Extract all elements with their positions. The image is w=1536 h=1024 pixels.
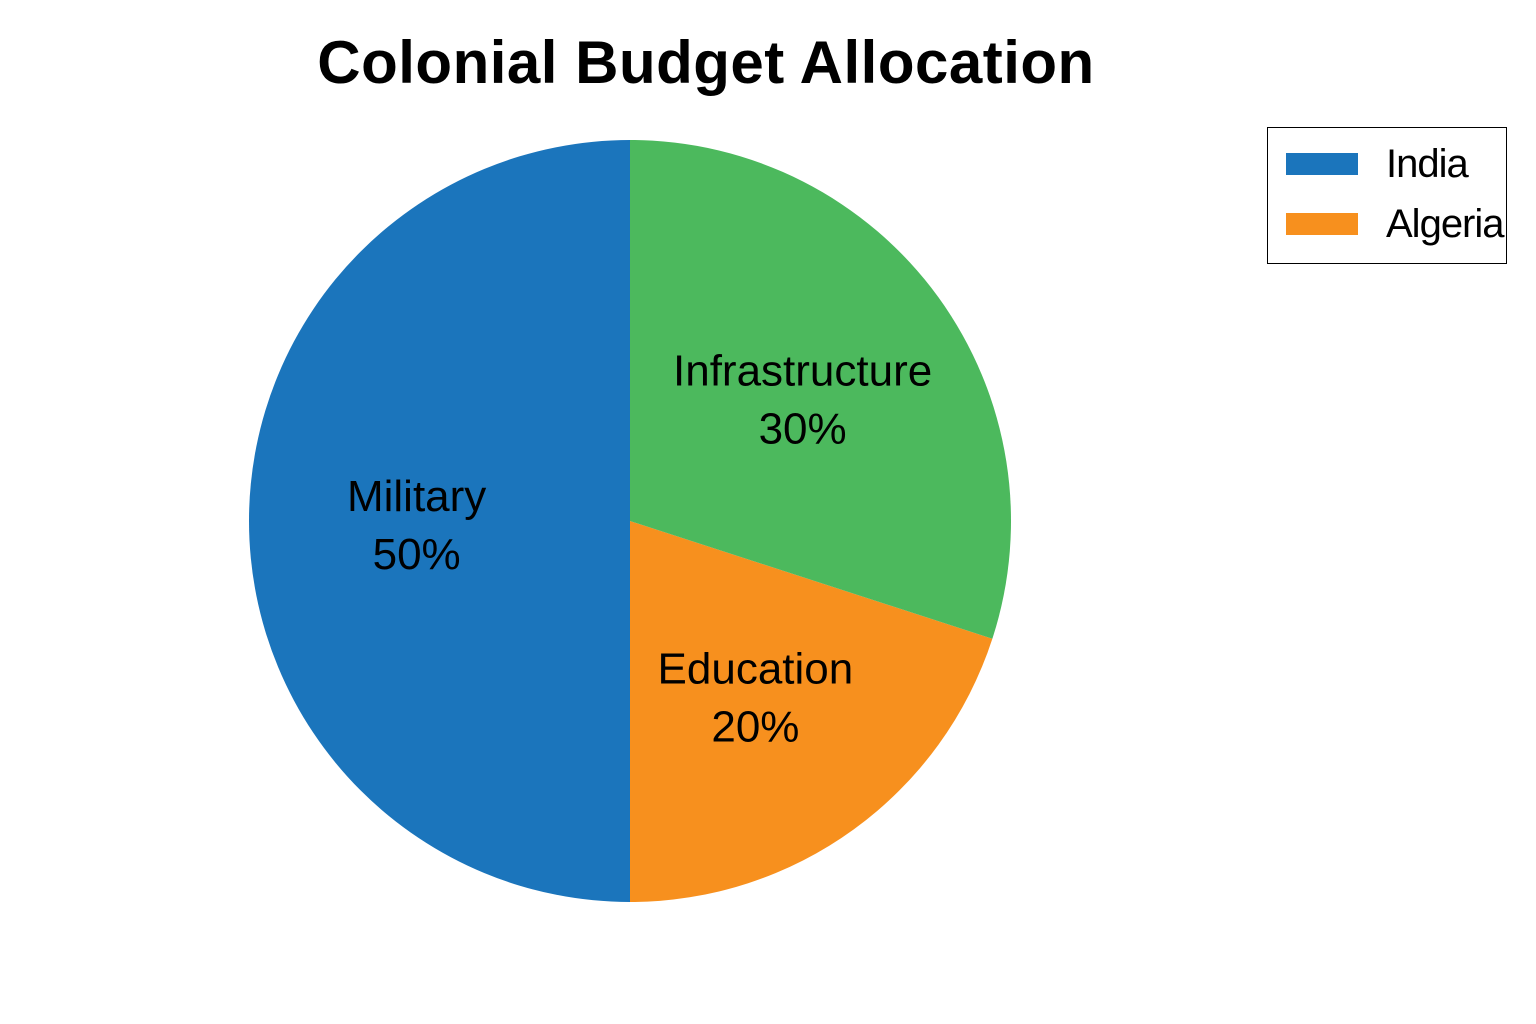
pie-slice-military: [249, 140, 630, 902]
slice-percent-education: 20%: [711, 703, 799, 752]
slice-label-infrastructure: Infrastructure: [673, 347, 932, 396]
slice-percent-military: 50%: [373, 530, 461, 579]
chart-legend: India Algeria: [1267, 127, 1507, 264]
legend-swatch-india: [1286, 153, 1358, 175]
slice-percent-infrastructure: 30%: [759, 405, 847, 454]
slice-label-military: Military: [347, 472, 486, 521]
slice-label-education: Education: [658, 645, 854, 694]
legend-label-india: India: [1386, 141, 1469, 186]
legend-swatch-algeria: [1286, 213, 1358, 235]
pie-slice-education: [630, 521, 993, 902]
pie-slice-infrastructure: [630, 140, 1011, 639]
chart-title: Colonial Budget Allocation: [317, 29, 1095, 96]
legend-label-algeria: Algeria: [1386, 201, 1505, 246]
legend-item-algeria: Algeria: [1286, 201, 1505, 246]
legend-item-india: India: [1286, 141, 1469, 186]
